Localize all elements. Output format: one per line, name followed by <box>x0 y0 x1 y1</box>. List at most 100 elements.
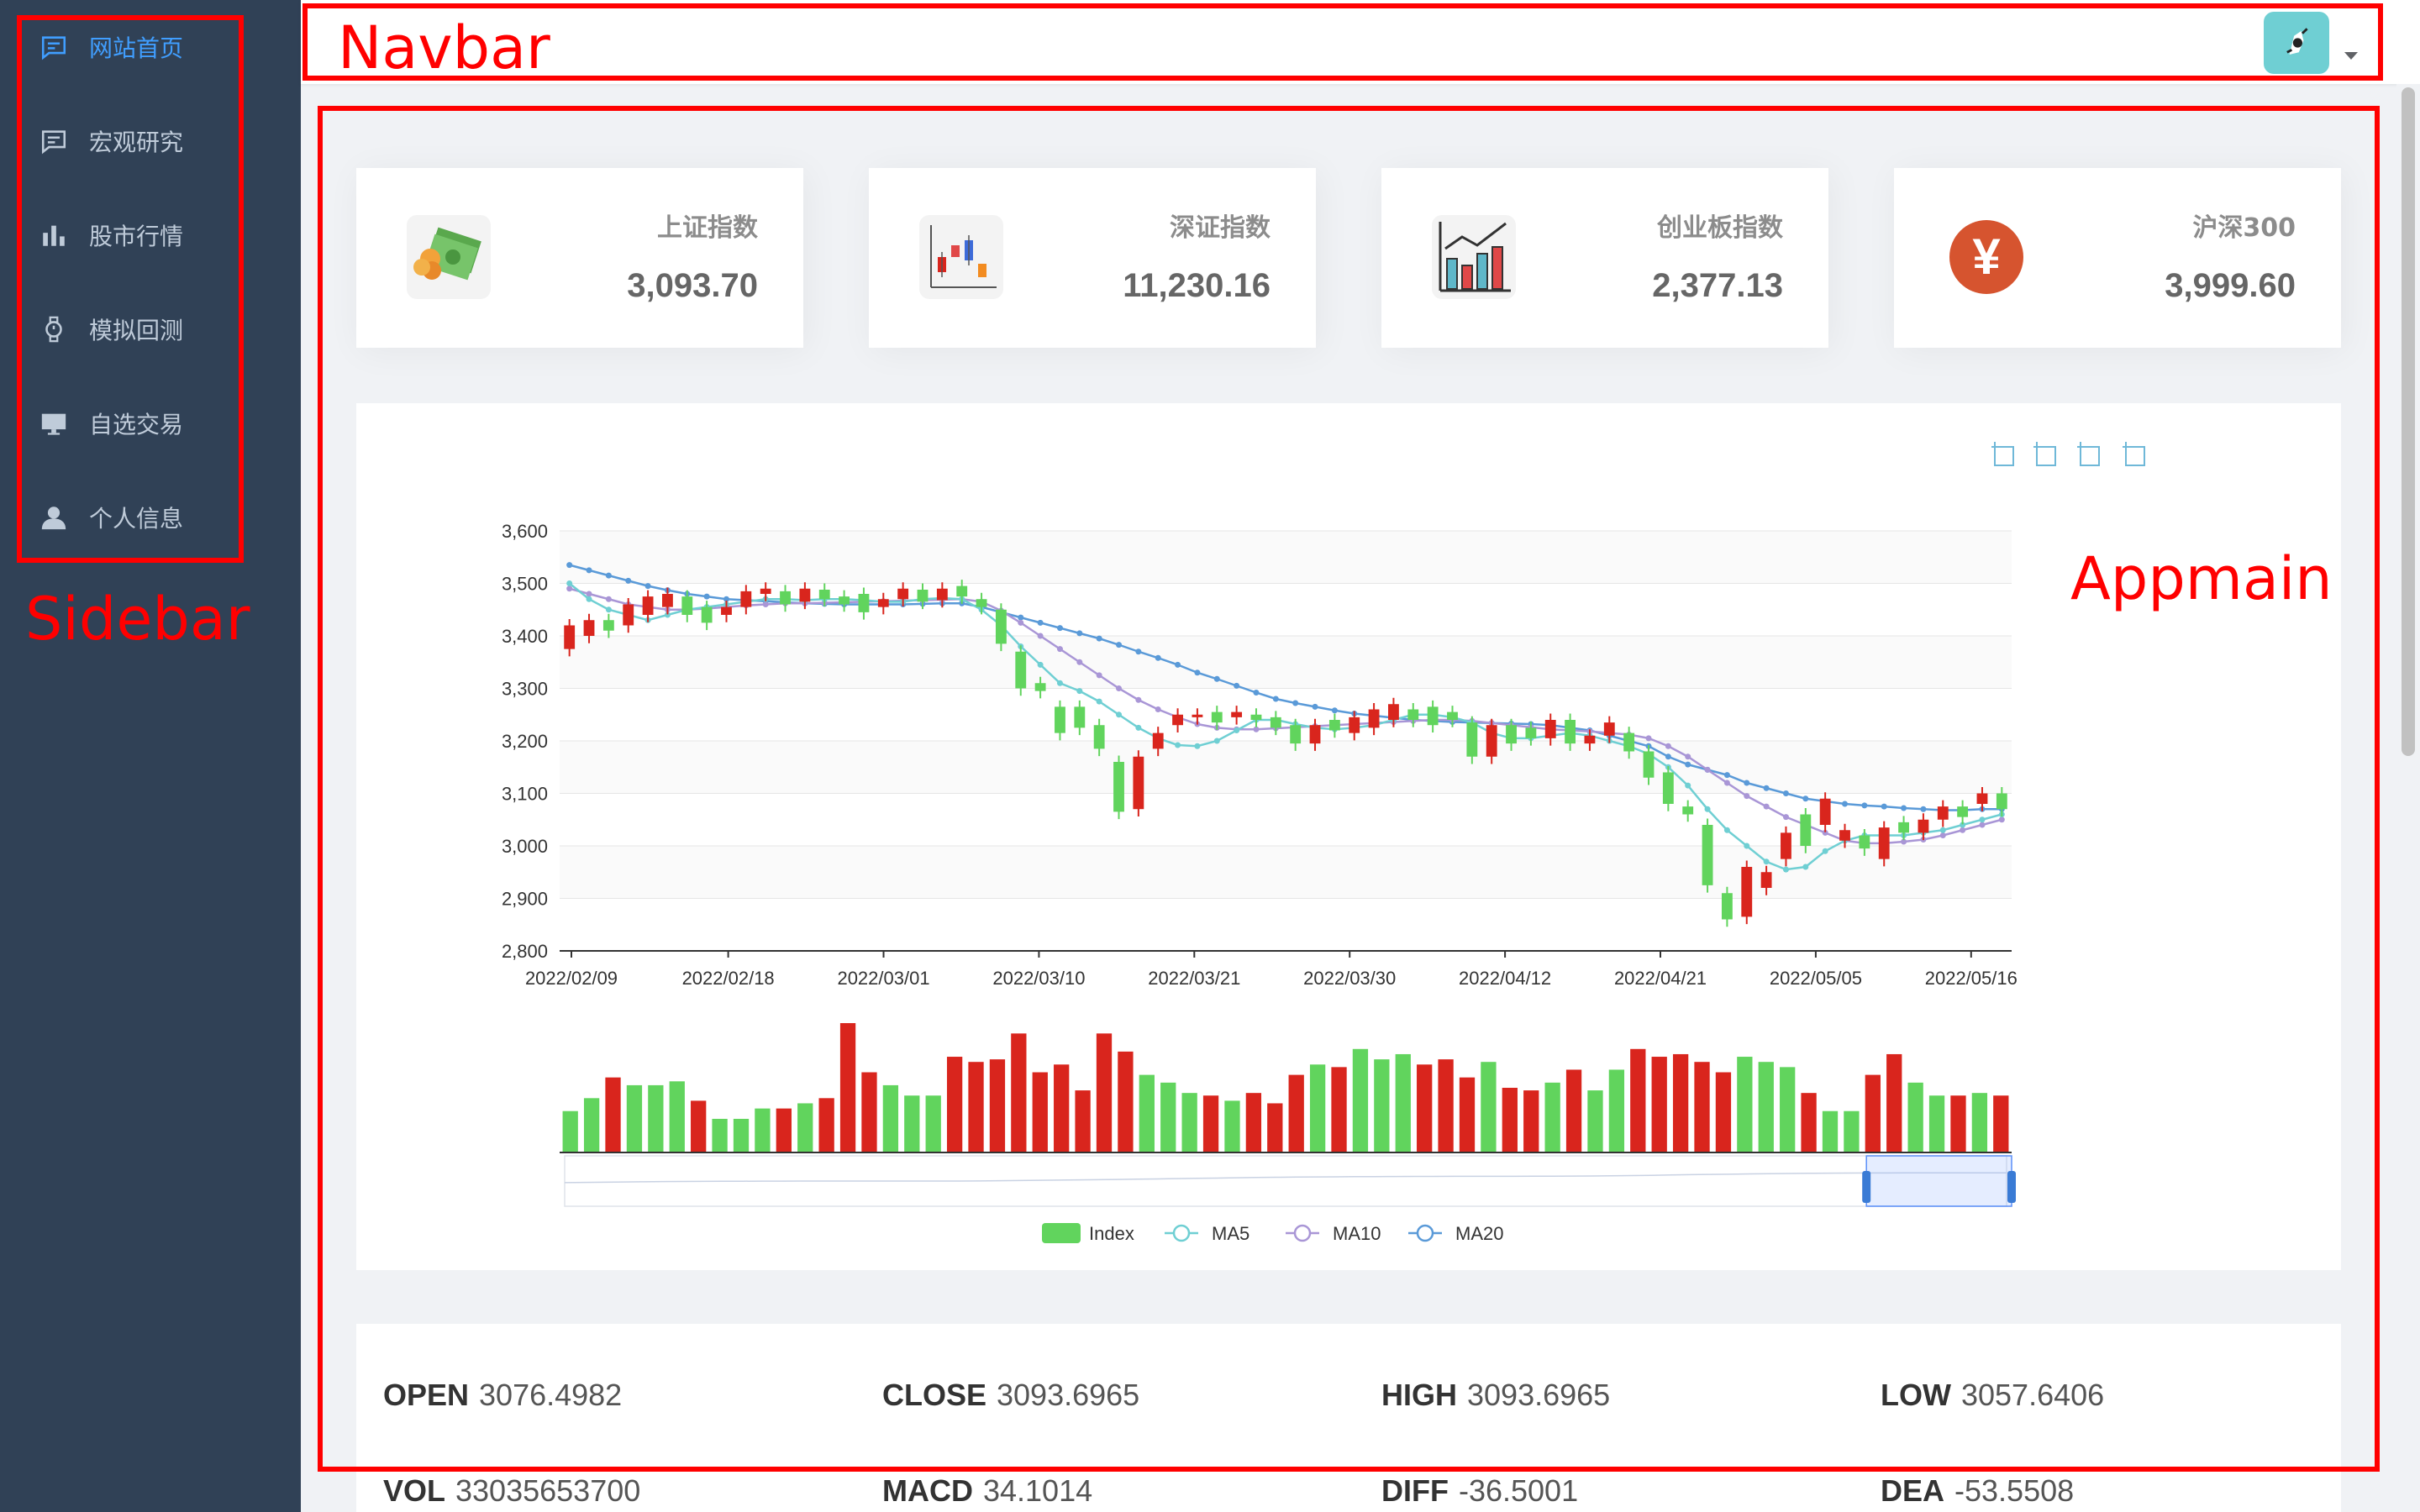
ma10-point <box>586 591 592 597</box>
y-tick-label: 3,100 <box>502 784 548 805</box>
volume-bar <box>861 1072 877 1152</box>
ma10-point <box>762 601 769 607</box>
y-tick-label: 2,900 <box>502 889 548 910</box>
ohlc-value: 34.1014 <box>982 1473 1093 1508</box>
sidebar-item-backtest[interactable]: 模拟回测 <box>0 282 301 376</box>
ma10-point <box>1685 753 1691 760</box>
candle <box>1525 727 1537 738</box>
candle <box>1349 717 1360 733</box>
ohlc-label: VOL <box>383 1473 446 1508</box>
volume-bar <box>1459 1077 1476 1152</box>
ohlc-value: 33035653700 <box>455 1473 641 1508</box>
volume-bar <box>1288 1074 1304 1152</box>
scrollbar-thumb[interactable] <box>2402 87 2415 756</box>
ma10-point <box>605 596 612 602</box>
y-tick-label: 3,300 <box>502 679 548 700</box>
money-icon <box>405 213 492 301</box>
sidebar-item-market[interactable]: 股市行情 <box>0 188 301 282</box>
x-tick-label: 2022/03/30 <box>1303 968 1396 989</box>
ohlc-label: HIGH <box>1381 1378 1457 1412</box>
volume-bar <box>1928 1095 1945 1152</box>
candle <box>1878 827 1890 859</box>
ma20-point <box>566 562 573 569</box>
ma10-point <box>1723 780 1730 786</box>
x-tick-label: 2022/05/05 <box>1770 968 1862 989</box>
ma5-point <box>1194 743 1201 749</box>
ma5-point <box>1802 864 1809 870</box>
x-tick-label: 2022/03/21 <box>1148 968 1240 989</box>
ma20-point <box>1018 614 1024 621</box>
ma20-point <box>1763 785 1770 791</box>
chevron-down-icon[interactable] <box>2344 52 2358 60</box>
zoom-reset-icon[interactable] <box>2033 442 2056 466</box>
ohlc-label: MACD <box>882 1473 973 1508</box>
ohlc-value: -53.5508 <box>1954 1473 2075 1508</box>
candle <box>956 585 968 597</box>
ma5-point <box>1979 816 1986 823</box>
volume-bar <box>669 1081 685 1152</box>
stat-card-chinext[interactable]: 创业板指数 2,377.13 <box>1381 168 1828 348</box>
sidebar: 网站首页 宏观研究 股市行情 模拟回测 自选交易 <box>0 0 301 1512</box>
volume-bar <box>1822 1110 1839 1152</box>
volume-bar <box>626 1084 643 1152</box>
ma20-point <box>1096 635 1102 642</box>
x-tick-label: 2022/02/18 <box>682 968 775 989</box>
stat-title: 上证指数 <box>657 213 758 243</box>
ma10-point <box>1155 706 1161 712</box>
avatar[interactable] <box>2264 12 2329 74</box>
candle <box>760 588 771 594</box>
candle <box>1662 772 1674 804</box>
zoom-icon[interactable] <box>1991 442 2014 466</box>
stat-card-shanghai[interactable]: 上证指数 3,093.70 <box>356 168 803 348</box>
candle <box>780 591 791 605</box>
ma10-point <box>1116 685 1123 691</box>
ma10-point <box>1665 743 1671 749</box>
ma20-point <box>1723 772 1730 779</box>
ma5-point <box>1096 698 1102 705</box>
save-icon[interactable] <box>2123 442 2145 466</box>
kline-chart[interactable]: 3,600 3,500 3,400 3,300 3,200 3,100 3,000 2,900… <box>356 403 2341 1270</box>
candle <box>1133 756 1144 810</box>
candle <box>1702 825 1713 885</box>
candle <box>1996 793 2007 810</box>
volume-bar <box>1438 1059 1454 1152</box>
candle <box>1643 751 1655 778</box>
ohlc-value: 3093.6965 <box>997 1378 1140 1412</box>
volume-bar <box>818 1098 834 1152</box>
navbar <box>301 0 2420 84</box>
grid-band <box>560 793 2012 846</box>
y-tick-label: 3,500 <box>502 574 548 595</box>
ma20-point <box>1056 625 1063 632</box>
bar-chart-icon <box>39 220 69 250</box>
volume-bar <box>1309 1064 1326 1152</box>
sidebar-item-home[interactable]: 网站首页 <box>0 0 301 94</box>
volume-bar <box>1139 1074 1155 1152</box>
volume-bar <box>712 1118 728 1152</box>
sidebar-annotation-label: Sidebar <box>25 585 250 654</box>
y-tick-label: 3,600 <box>502 521 548 542</box>
sidebar-item-macro-research[interactable]: 宏观研究 <box>0 94 301 188</box>
volume-bar <box>1993 1095 2009 1152</box>
stat-card-hs300[interactable]: ¥ 沪深300 3,999.60 <box>1894 168 2341 348</box>
candle <box>1172 714 1183 726</box>
stat-title: 深证指数 <box>1170 213 1270 243</box>
sidebar-item-profile[interactable]: 个人信息 <box>0 470 301 564</box>
sidebar-item-label: 网站首页 <box>89 34 184 62</box>
ma5-point <box>1763 858 1770 865</box>
volume-bar <box>946 1057 963 1152</box>
ohlc-value: -36.5001 <box>1458 1473 1579 1508</box>
candle <box>681 596 693 615</box>
volume-bar <box>1844 1110 1860 1152</box>
restore-icon[interactable] <box>2077 442 2100 466</box>
volume-bar <box>1758 1062 1774 1152</box>
candle <box>740 591 752 607</box>
candle <box>1800 814 1812 846</box>
stat-card-shenzhen[interactable]: 深证指数 11,230.16 <box>869 168 1316 348</box>
sidebar-item-watchlist-trade[interactable]: 自选交易 <box>0 376 301 470</box>
volume-bar <box>1267 1103 1283 1152</box>
candle <box>839 596 850 605</box>
grid-band <box>560 531 2012 584</box>
message-icon <box>39 126 69 156</box>
legend-swatch-marker <box>1416 1224 1434 1242</box>
ma20-point <box>723 596 729 602</box>
